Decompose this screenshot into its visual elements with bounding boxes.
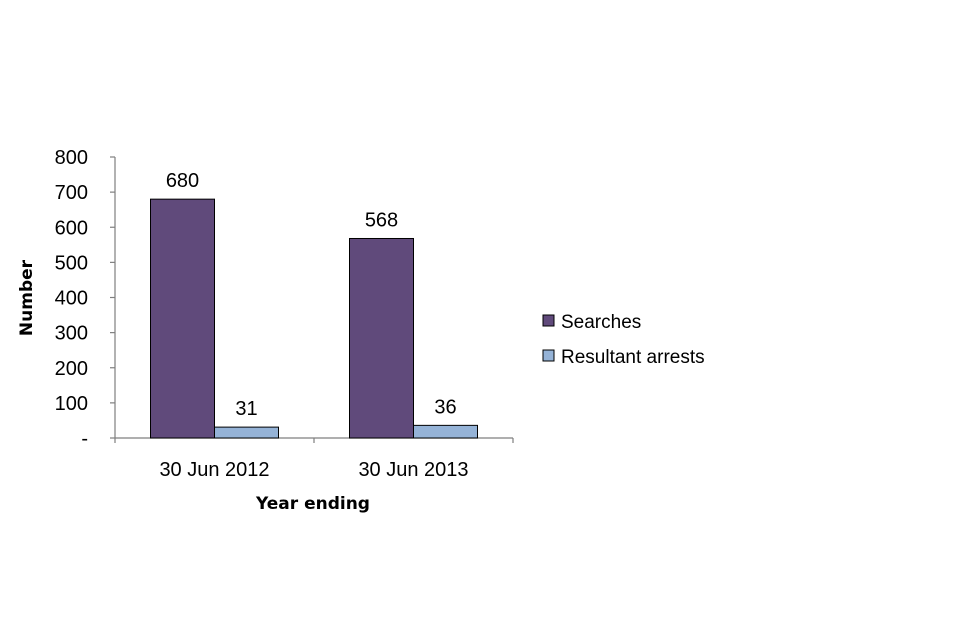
data-labels: 680 31 568 36: [166, 170, 457, 420]
legend: Searches Resultant arrests: [542, 312, 705, 368]
bar-searches: [150, 198, 215, 439]
legend-label: Resultant arrests: [561, 347, 705, 368]
y-axis-title: Number: [17, 259, 37, 336]
bar-searches: [349, 237, 414, 439]
x-axis-title: Year ending: [255, 494, 370, 514]
y-tick-label: -: [81, 428, 88, 450]
y-tick-label: 400: [55, 288, 88, 310]
legend-label: Searches: [561, 312, 641, 333]
legend-swatch-searches: [542, 314, 555, 327]
data-label: 680: [166, 170, 199, 192]
y-ticks: - 100 200 300 400 500 600 700 800: [55, 147, 115, 450]
x-ticks: 30 Jun 2012 30 Jun 2013: [114, 438, 514, 481]
legend-swatch-resultant-arrests: [542, 349, 555, 362]
data-label: 31: [235, 398, 257, 420]
bar-resultant-arrests: [214, 426, 279, 439]
y-tick-label: 700: [55, 182, 88, 204]
y-tick-label: 600: [55, 217, 88, 239]
y-tick-label: 200: [55, 358, 88, 380]
data-label: 568: [365, 209, 398, 231]
y-tick-label: 800: [55, 147, 88, 169]
bar-resultant-arrests: [413, 424, 478, 439]
data-label: 36: [434, 396, 456, 418]
x-category-label: 30 Jun 2013: [358, 459, 468, 481]
bars: [150, 198, 478, 439]
y-tick-label: 500: [55, 252, 88, 274]
y-tick-label: 300: [55, 323, 88, 345]
y-tick-label: 100: [55, 393, 88, 415]
x-category-label: 30 Jun 2012: [159, 459, 269, 481]
